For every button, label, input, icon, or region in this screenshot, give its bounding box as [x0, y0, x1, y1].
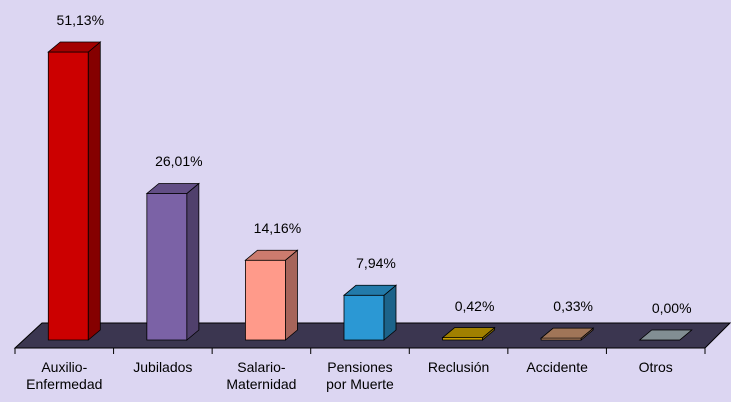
value-label: 0,00%	[651, 300, 692, 316]
x-tick-label: Pensiones por Muerte	[326, 359, 394, 392]
x-tick-label: Salario- Maternidad	[226, 359, 297, 392]
bar-front	[47, 51, 89, 341]
bar-side	[87, 41, 101, 341]
value-label: 7,94%	[356, 255, 396, 272]
x-tick-label: Reclusión	[427, 359, 490, 375]
bar	[145, 182, 200, 341]
bar-top	[342, 284, 398, 296]
value-label: 0,33%	[553, 298, 593, 315]
bar-front	[343, 294, 385, 341]
value-label: 51,13%	[56, 12, 105, 28]
bar	[441, 326, 496, 341]
bar	[47, 41, 102, 341]
bar-top	[244, 249, 299, 261]
bar-top	[47, 41, 102, 53]
bar-top	[145, 183, 200, 194]
x-tick-label: Accidente	[526, 359, 588, 375]
bar-top	[638, 329, 693, 341]
value-label: 26,01%	[155, 153, 203, 170]
value-label: 0,42%	[454, 297, 495, 314]
bar-side	[285, 249, 298, 341]
bar	[638, 329, 693, 341]
x-tick-label: Jubilados	[133, 359, 193, 375]
bar	[244, 249, 299, 341]
bar-front	[245, 259, 286, 341]
bar-top	[441, 327, 496, 339]
x-tick-label: Otros	[638, 359, 673, 375]
bar-top	[540, 327, 595, 339]
bar-side	[186, 182, 200, 341]
bar-front	[146, 193, 188, 341]
bar	[540, 327, 595, 341]
bar	[342, 284, 398, 341]
x-tick-label: Auxilio- Enfermedad	[26, 359, 103, 392]
value-label: 14,16%	[253, 220, 302, 237]
